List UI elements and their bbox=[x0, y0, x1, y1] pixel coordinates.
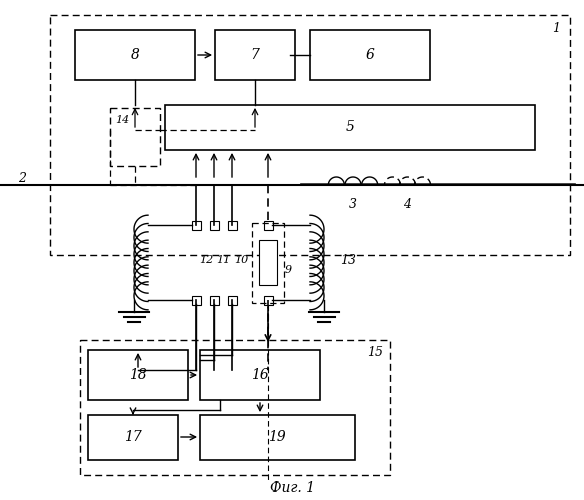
Text: 1: 1 bbox=[552, 22, 560, 35]
Bar bbox=[310, 30, 430, 80]
Bar bbox=[165, 105, 535, 150]
Text: 2: 2 bbox=[18, 172, 26, 184]
Text: 8: 8 bbox=[131, 48, 140, 62]
Bar bbox=[200, 415, 355, 460]
Text: 7: 7 bbox=[251, 48, 259, 62]
Text: 16: 16 bbox=[251, 368, 269, 382]
Bar bbox=[192, 296, 200, 304]
Bar bbox=[263, 220, 273, 230]
Text: 9: 9 bbox=[284, 265, 291, 275]
Text: 15: 15 bbox=[367, 346, 383, 358]
Text: 19: 19 bbox=[268, 430, 286, 444]
Bar bbox=[228, 296, 237, 304]
Bar bbox=[210, 296, 218, 304]
Bar bbox=[88, 350, 188, 400]
Text: 13: 13 bbox=[340, 254, 356, 266]
Bar bbox=[50, 15, 570, 255]
Text: 3: 3 bbox=[349, 198, 357, 211]
Bar bbox=[263, 296, 273, 304]
Bar bbox=[192, 220, 200, 230]
Text: 14: 14 bbox=[115, 115, 129, 125]
Bar bbox=[252, 223, 284, 303]
Bar bbox=[228, 220, 237, 230]
Text: 5: 5 bbox=[346, 120, 354, 134]
Bar bbox=[75, 30, 195, 80]
Text: 17: 17 bbox=[124, 430, 142, 444]
Bar bbox=[200, 350, 320, 400]
Text: Фиг. 1: Фиг. 1 bbox=[269, 481, 315, 495]
Bar bbox=[215, 30, 295, 80]
Text: 4: 4 bbox=[403, 198, 411, 211]
Bar bbox=[88, 415, 178, 460]
Text: 12: 12 bbox=[199, 255, 213, 265]
Text: 18: 18 bbox=[129, 368, 147, 382]
Bar bbox=[110, 108, 160, 166]
Text: 6: 6 bbox=[366, 48, 374, 62]
Bar bbox=[259, 240, 277, 285]
Text: 10: 10 bbox=[234, 255, 248, 265]
Bar bbox=[80, 340, 390, 475]
Text: 11: 11 bbox=[216, 255, 230, 265]
Bar bbox=[210, 220, 218, 230]
